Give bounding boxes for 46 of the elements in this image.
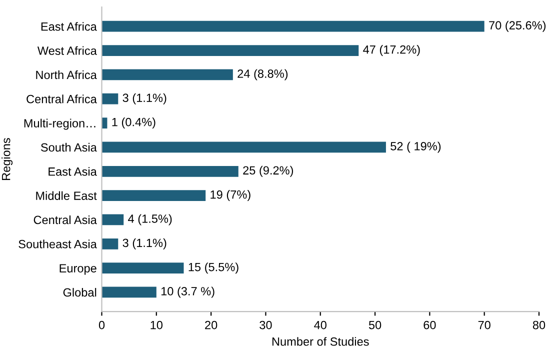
y-tick-label: Southeast Asia bbox=[18, 240, 97, 248]
data-label: 19 (7%) bbox=[210, 190, 250, 202]
data-label: 15 (5.5%) bbox=[188, 262, 238, 274]
y-tick-label: South Asia bbox=[40, 142, 97, 152]
x-tick-label: 0 bbox=[98, 320, 105, 330]
y-axis-title: Regions bbox=[2, 138, 13, 180]
bar bbox=[102, 142, 386, 153]
x-tick-label: 60 bbox=[424, 320, 436, 330]
x-tick-label: 10 bbox=[150, 320, 163, 330]
data-label: 3 (1.1%) bbox=[122, 93, 166, 104]
bar bbox=[102, 190, 206, 201]
y-tick-label: East Africa bbox=[41, 22, 97, 31]
y-tick-label: Multi-region… bbox=[24, 118, 96, 130]
y-tick-label: Middle East bbox=[36, 191, 97, 200]
x-tick-label: 30 bbox=[260, 320, 272, 330]
data-label: 25 (9.2%) bbox=[243, 166, 294, 177]
y-tick-label: West Africa bbox=[37, 46, 97, 55]
y-tick-label: East Asia bbox=[48, 167, 97, 176]
bar bbox=[102, 93, 118, 104]
y-tick-label: Global bbox=[63, 288, 96, 297]
x-tick-label: 50 bbox=[368, 320, 382, 330]
data-label: 10 (3.7 %) bbox=[161, 286, 214, 298]
data-label: 24 (8.8%) bbox=[238, 69, 288, 80]
y-tick-label: Central Asia bbox=[34, 215, 97, 224]
data-label: 47 (17.2%) bbox=[363, 45, 420, 56]
y-tick-label: Europe bbox=[60, 264, 96, 275]
x-tick-label: 20 bbox=[205, 320, 218, 330]
data-label: 1 (0.4%) bbox=[112, 118, 156, 129]
x-tick-label: 80 bbox=[532, 320, 546, 330]
y-tick-label: Central Africa bbox=[26, 94, 97, 104]
x-axis-title: Number of Studies bbox=[272, 337, 369, 346]
bar bbox=[102, 286, 156, 298]
bar bbox=[102, 45, 359, 56]
data-label: 70 (25.6%) bbox=[489, 20, 546, 32]
data-label: 3 (1.1%) bbox=[122, 238, 166, 250]
bar bbox=[102, 214, 124, 226]
data-label: 52 ( 19%) bbox=[390, 142, 441, 153]
x-tick-label: 40 bbox=[314, 320, 326, 330]
x-tick-label: 70 bbox=[478, 320, 490, 330]
bar bbox=[102, 166, 238, 177]
y-tick-label: North Africa bbox=[36, 70, 97, 80]
bar bbox=[102, 238, 118, 250]
bar bbox=[102, 20, 484, 32]
data-label: 4 (1.5%) bbox=[128, 214, 172, 226]
bar bbox=[102, 69, 233, 80]
bar bbox=[102, 262, 184, 274]
